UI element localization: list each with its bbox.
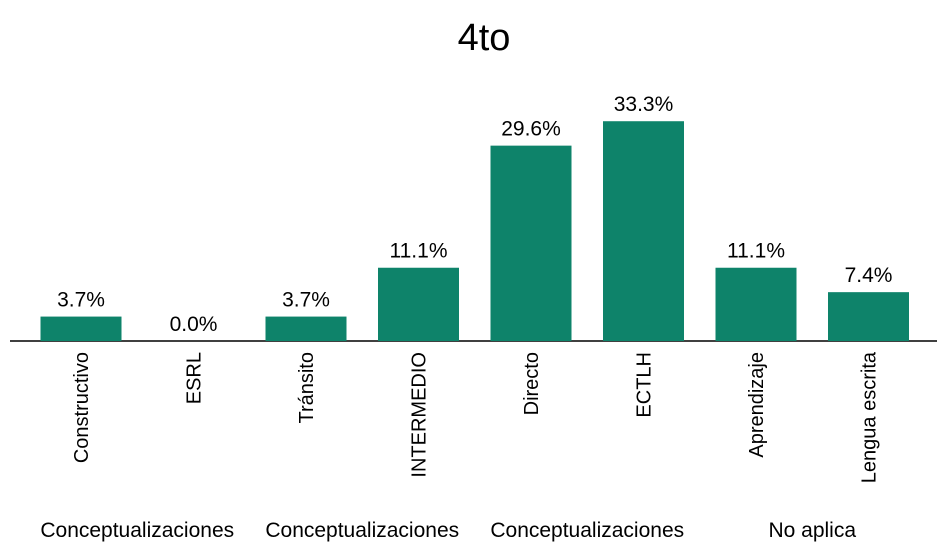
bar xyxy=(378,267,459,341)
value-label: 3.7% xyxy=(57,289,105,312)
x-tick-label: ECTLH xyxy=(634,352,656,418)
chart-title: 4to xyxy=(458,17,511,59)
x-tick-label: Aprendizaje xyxy=(746,352,768,458)
bar xyxy=(603,121,684,341)
value-label: 11.1% xyxy=(727,240,785,263)
group-label: Conceptualizaciones xyxy=(265,519,459,542)
group-label: No aplica xyxy=(768,519,856,542)
bar xyxy=(490,145,572,341)
x-tick-label: Constructivo xyxy=(71,352,93,463)
x-tick-label: Tránsito xyxy=(296,352,318,424)
bar xyxy=(265,316,347,341)
value-label: 0.0% xyxy=(170,313,218,336)
x-tick-label: Directo xyxy=(521,352,543,415)
group-label: Conceptualizaciones xyxy=(40,519,234,542)
value-label: 3.7% xyxy=(282,289,330,312)
group-label: Conceptualizaciones xyxy=(490,519,684,542)
bar xyxy=(715,267,797,341)
value-label: 29.6% xyxy=(501,118,561,141)
x-tick-label: INTERMEDIO xyxy=(409,352,431,478)
x-tick-label: ESRL xyxy=(184,352,206,404)
bar xyxy=(828,292,909,341)
bar xyxy=(40,316,122,341)
value-label: 7.4% xyxy=(845,264,893,287)
x-tick-label: Lengua escrita xyxy=(859,351,881,483)
value-label: 33.3% xyxy=(614,93,674,116)
value-label: 11.1% xyxy=(390,240,448,263)
